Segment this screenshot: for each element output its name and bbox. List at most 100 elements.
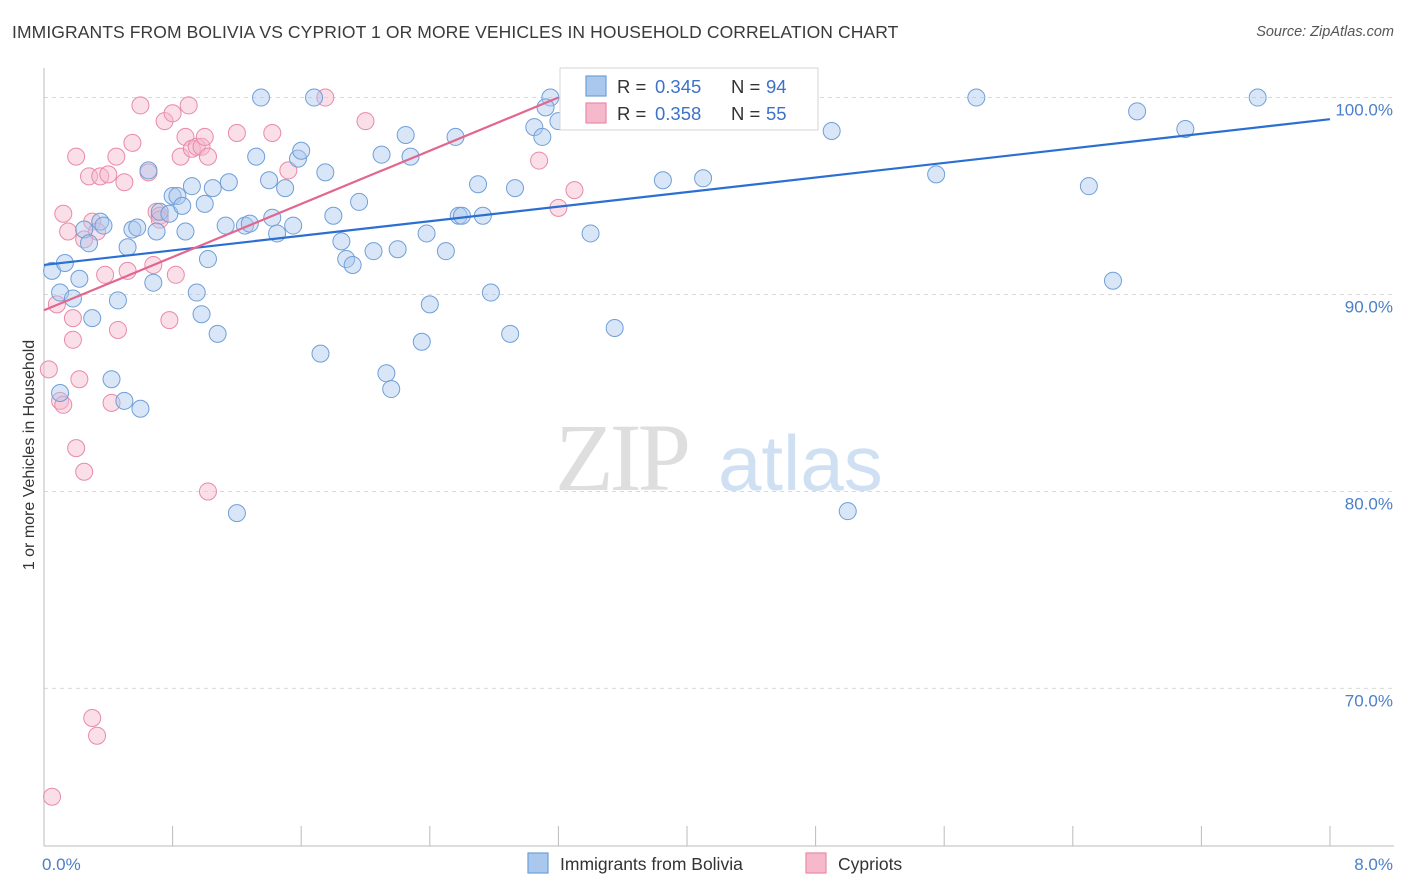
data-point bbox=[276, 179, 295, 198]
data-point bbox=[343, 255, 362, 274]
data-point bbox=[316, 163, 335, 182]
data-point bbox=[1103, 271, 1122, 290]
source-credit: Source: ZipAtlas.com bbox=[1256, 24, 1394, 40]
legend-n-value-blue: 94 bbox=[766, 76, 787, 97]
data-point bbox=[179, 96, 198, 115]
data-point bbox=[108, 291, 127, 310]
data-point bbox=[501, 324, 520, 343]
legend-r-label-blue: R = bbox=[617, 76, 646, 97]
data-point bbox=[927, 165, 946, 184]
data-point bbox=[192, 305, 211, 324]
data-point bbox=[173, 196, 192, 215]
legend-swatch-pink bbox=[585, 102, 607, 124]
data-point bbox=[311, 344, 330, 363]
data-point bbox=[372, 145, 391, 164]
watermark-zip: ZIP bbox=[555, 404, 688, 511]
data-point bbox=[70, 370, 89, 389]
series-legend-label-bolivia: Immigrants from Bolivia bbox=[560, 854, 743, 874]
data-point bbox=[118, 238, 137, 257]
legend-n-value-pink: 55 bbox=[766, 103, 787, 124]
data-point bbox=[195, 127, 214, 146]
y-tick-label: 80.0% bbox=[1345, 494, 1393, 513]
data-point bbox=[417, 224, 436, 243]
data-point bbox=[203, 179, 222, 198]
data-point bbox=[530, 151, 549, 170]
data-point bbox=[1176, 120, 1195, 139]
data-point bbox=[59, 222, 78, 241]
data-point bbox=[227, 123, 246, 142]
watermark: ZIP atlas bbox=[555, 404, 883, 511]
data-point bbox=[260, 171, 279, 190]
data-point bbox=[388, 240, 407, 259]
data-point bbox=[838, 502, 857, 521]
data-point bbox=[51, 383, 70, 402]
data-point bbox=[247, 147, 266, 166]
data-point bbox=[176, 222, 195, 241]
data-point bbox=[83, 309, 102, 328]
legend-r-label-pink: R = bbox=[617, 103, 646, 124]
data-point bbox=[108, 320, 127, 339]
data-point bbox=[75, 462, 94, 481]
data-point bbox=[198, 147, 217, 166]
y-tick-label: 90.0% bbox=[1345, 298, 1393, 317]
data-point bbox=[350, 192, 369, 211]
data-point bbox=[115, 173, 134, 192]
data-point bbox=[63, 309, 82, 328]
data-point bbox=[279, 161, 298, 180]
data-point bbox=[565, 181, 584, 200]
data-point bbox=[967, 88, 986, 107]
data-point bbox=[469, 175, 488, 194]
data-point bbox=[160, 204, 179, 223]
data-point bbox=[160, 311, 179, 330]
data-point bbox=[107, 147, 126, 166]
data-point bbox=[263, 123, 282, 142]
data-point bbox=[694, 169, 713, 188]
y-tick-label: 70.0% bbox=[1345, 691, 1393, 710]
data-point bbox=[163, 187, 182, 206]
series-legend-swatch-cypriots bbox=[805, 852, 827, 874]
series-legend-swatch-bolivia bbox=[527, 852, 549, 874]
data-point bbox=[139, 161, 158, 180]
data-point bbox=[147, 222, 166, 241]
data-point bbox=[166, 265, 185, 284]
legend-swatch-blue bbox=[585, 75, 607, 97]
data-point bbox=[198, 250, 217, 269]
data-point bbox=[115, 391, 134, 410]
data-point bbox=[581, 224, 600, 243]
data-point bbox=[284, 216, 303, 235]
data-point bbox=[1248, 88, 1267, 107]
data-point bbox=[168, 187, 187, 206]
series-legend: Immigrants from Bolivia Cypriots bbox=[527, 852, 902, 874]
tick-labels: 100.0% 90.0% 80.0% 70.0% 0.0% 8.0% bbox=[42, 101, 1393, 874]
data-point bbox=[396, 125, 415, 144]
data-point bbox=[131, 399, 150, 418]
data-point bbox=[192, 137, 211, 156]
x-tick-label: 0.0% bbox=[42, 855, 81, 874]
data-point bbox=[324, 206, 343, 225]
data-point bbox=[452, 206, 471, 225]
data-point bbox=[80, 234, 99, 253]
data-point bbox=[412, 332, 431, 351]
legend-n-label-pink: N = bbox=[731, 103, 760, 124]
axes bbox=[43, 68, 1394, 847]
data-point bbox=[481, 283, 500, 302]
data-point bbox=[83, 708, 102, 727]
data-point bbox=[75, 220, 94, 239]
data-point bbox=[94, 216, 113, 235]
trend-line-pink bbox=[43, 96, 559, 312]
data-point bbox=[43, 787, 62, 806]
data-point bbox=[39, 360, 58, 379]
data-point bbox=[163, 104, 182, 123]
correlation-legend: R = 0.345 N = 94 R = 0.358 N = 55 bbox=[559, 67, 819, 131]
data-point bbox=[67, 439, 86, 458]
data-point bbox=[70, 269, 89, 288]
data-point bbox=[131, 96, 150, 115]
data-point bbox=[144, 273, 163, 292]
data-point bbox=[128, 218, 147, 237]
data-point bbox=[1128, 102, 1147, 121]
data-point bbox=[227, 504, 246, 523]
data-point bbox=[420, 295, 439, 314]
data-point bbox=[219, 173, 238, 192]
data-point bbox=[377, 364, 396, 383]
